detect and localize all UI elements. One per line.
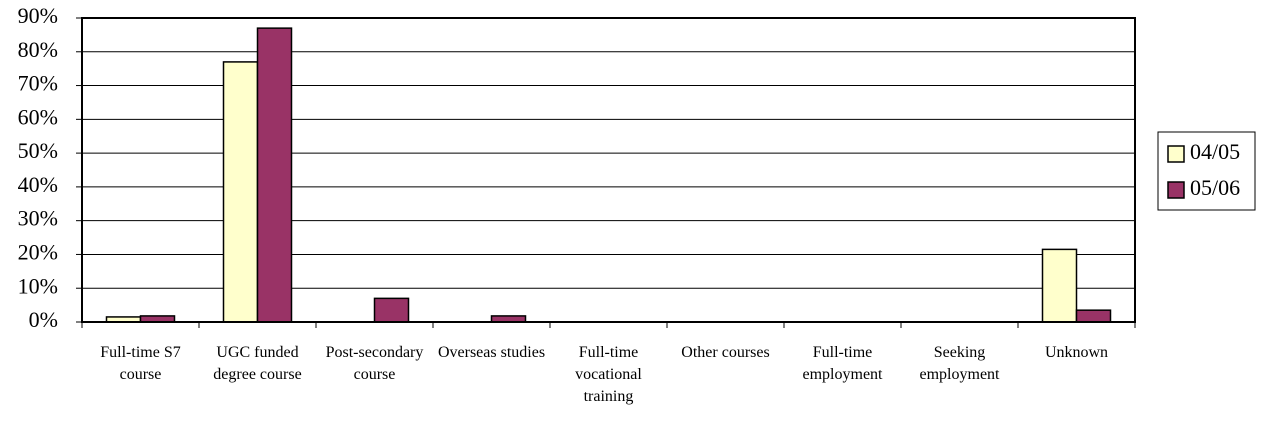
bar [1041,248,1078,323]
y-tick-label: 40% [18,172,58,197]
bar [373,297,410,323]
bar [1075,309,1112,323]
y-tick-label: 0% [29,307,58,332]
plot-frame [81,17,1136,323]
legend-swatch [1167,145,1185,163]
y-tick-label: 80% [18,37,58,62]
bar [256,27,293,323]
x-tick-label: Overseas studies [437,344,546,361]
y-tick-label: 10% [18,273,58,298]
legend-label: 05/06 [1190,175,1240,200]
y-tick-label: 90% [18,3,58,28]
bar [222,61,259,323]
x-tick-label: UGC funded degree course [213,344,302,383]
x-tick-label: Full-time S7 course [100,344,181,383]
y-tick-label: 30% [18,206,58,231]
y-tick-label: 20% [18,239,58,264]
x-tick-label: Full-time vocational training [575,344,642,405]
y-tick-label: 50% [18,138,58,163]
x-tick-label: Seeking employment [919,344,1000,383]
legend-swatch [1167,181,1185,199]
x-tick-label: Unknown [1044,344,1109,361]
y-tick-label: 70% [18,71,58,96]
x-tick-label: Full-time employment [802,344,883,383]
y-tick-label: 60% [18,104,58,129]
x-tick-label: Other courses [681,344,770,361]
legend-label: 04/05 [1190,139,1240,164]
x-tick-label: Post-secondary course [325,344,424,383]
